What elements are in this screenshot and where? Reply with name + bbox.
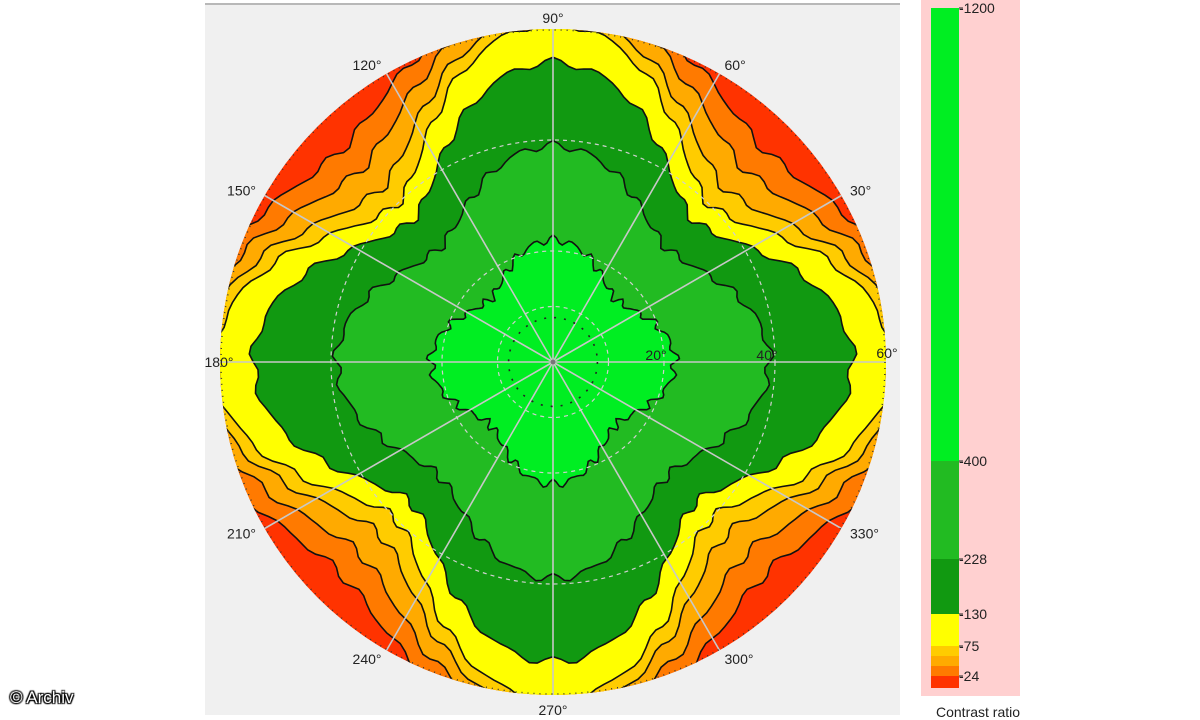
colorbar-band-0 xyxy=(931,676,959,688)
ring-10 xyxy=(496,305,610,419)
colorbar-band-75 xyxy=(931,614,959,646)
angle-label: 300° xyxy=(725,651,754,667)
colorbar-panel: -1200 -400 -228 -130 -75 -24 xyxy=(921,0,1020,696)
spoke-240 xyxy=(385,361,554,651)
colorbar-band-24 xyxy=(931,666,959,676)
ring-40 xyxy=(330,139,776,585)
colorbar-tick-label: -228 xyxy=(959,551,987,567)
radial-label: 40° xyxy=(756,347,777,363)
colorbar-tick-label: -75 xyxy=(959,638,979,654)
outer-rim xyxy=(220,29,886,695)
angle-label: 180° xyxy=(205,354,233,370)
contour-group xyxy=(220,29,886,695)
colorbar-band-50 xyxy=(931,646,959,656)
ring-20 xyxy=(441,250,665,474)
colorbar-band-130 xyxy=(931,559,959,614)
angle-label: 210° xyxy=(227,526,256,542)
angular-labels: 90° 60° 30° 60° 330° 300° 270° 240° 210° 180° 150°… xyxy=(205,10,898,717)
colorbar-tick-label: -130 xyxy=(959,606,987,622)
spoke-30 xyxy=(552,194,842,363)
colorbar-band-400 xyxy=(931,8,959,461)
angle-label: 30° xyxy=(850,183,871,199)
spoke-330 xyxy=(552,361,842,530)
polar-contour-chart: 90° 60° 30° 60° 330° 300° 270° 240° 210° 180° 150°… xyxy=(205,10,898,717)
radial-labels: 20° 40° xyxy=(645,347,777,363)
radial-label: 20° xyxy=(645,347,666,363)
center-point xyxy=(550,359,556,365)
colorbar-band-35 xyxy=(931,656,959,666)
ring-inner-dots xyxy=(507,316,599,408)
colorbar-tick-label: -400 xyxy=(959,453,987,469)
angle-label: 60° xyxy=(725,57,746,73)
angle-label: 330° xyxy=(850,526,879,542)
colorbar-band-228 xyxy=(931,461,959,559)
colorbar-tick-label: -1200 xyxy=(959,0,995,16)
colorbar-label: Contrast ratio xyxy=(936,704,1021,720)
angle-label: 270° xyxy=(539,702,568,717)
angle-label: 150° xyxy=(227,183,256,199)
colorbar: -1200 -400 -228 -130 -75 -24 xyxy=(931,0,995,688)
angle-label: 120° xyxy=(353,57,382,73)
colorbar-tick-label: -24 xyxy=(959,668,979,684)
watermark: © Archiv xyxy=(10,688,74,707)
angle-label: 240° xyxy=(353,651,382,667)
polar-plot-panel: 90° 60° 30° 60° 330° 300° 270° 240° 210° 180° 150°… xyxy=(205,3,900,717)
angle-label: 60° xyxy=(876,345,897,361)
angle-label: 90° xyxy=(542,10,563,26)
